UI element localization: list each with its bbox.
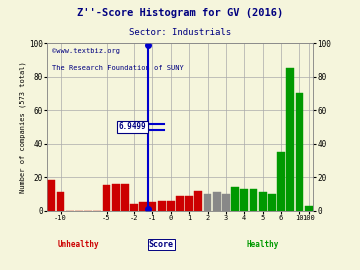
Text: Sector: Industrials: Sector: Industrials	[129, 28, 231, 37]
Bar	[176, 195, 184, 211]
Bar	[296, 93, 303, 211]
Bar	[167, 201, 175, 211]
Bar	[259, 192, 266, 211]
Bar	[139, 202, 147, 211]
Bar	[240, 189, 248, 211]
Bar	[249, 189, 257, 211]
Text: ©www.textbiz.org: ©www.textbiz.org	[52, 48, 120, 54]
Bar	[103, 185, 111, 211]
Bar	[185, 195, 193, 211]
Text: 6.9499: 6.9499	[118, 122, 146, 131]
Bar	[231, 187, 239, 211]
Bar	[222, 194, 230, 211]
Text: Z''-Score Histogram for GV (2016): Z''-Score Histogram for GV (2016)	[77, 8, 283, 18]
Bar	[213, 192, 221, 211]
Text: Score: Score	[149, 240, 174, 249]
Bar	[130, 204, 138, 211]
Bar	[158, 201, 166, 211]
Bar	[48, 180, 55, 211]
Text: The Research Foundation of SUNY: The Research Foundation of SUNY	[52, 65, 184, 71]
Text: Healthy: Healthy	[247, 240, 279, 249]
Bar	[286, 68, 294, 211]
Bar	[57, 192, 64, 211]
Bar	[149, 202, 156, 211]
Bar	[112, 184, 120, 211]
Bar	[305, 205, 312, 211]
Bar	[277, 152, 285, 211]
Y-axis label: Number of companies (573 total): Number of companies (573 total)	[19, 61, 26, 193]
Text: Unhealthy: Unhealthy	[58, 240, 99, 249]
Bar	[204, 194, 211, 211]
Bar	[121, 184, 129, 211]
Bar	[268, 194, 276, 211]
Bar	[194, 191, 202, 211]
